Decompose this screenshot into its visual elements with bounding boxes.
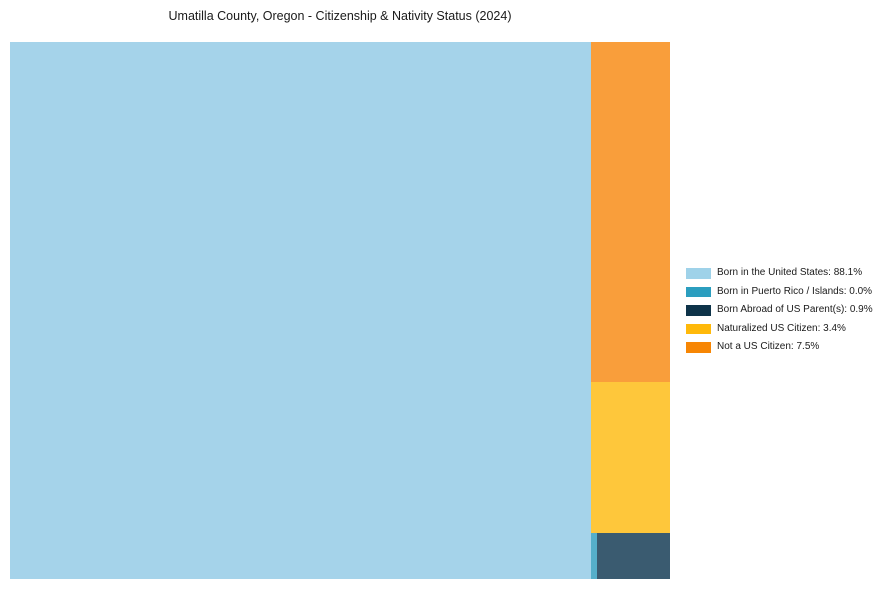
legend: Born in the United States: 88.1% Born in…: [686, 264, 873, 357]
legend-item-born-in-puerto-rico: Born in Puerto Rico / Islands: 0.0%: [686, 283, 873, 302]
treemap-plot-area: [10, 42, 670, 579]
treemap-segment-born-in-puerto-rico: [591, 533, 597, 579]
legend-label-born-in-us: Born in the United States: 88.1%: [717, 267, 863, 279]
legend-item-not-a-us-citizen: Not a US Citizen: 7.5%: [686, 338, 873, 357]
treemap-segment-born-abroad: [597, 533, 670, 579]
legend-item-born-in-us: Born in the United States: 88.1%: [686, 264, 873, 283]
legend-label-born-in-puerto-rico: Born in Puerto Rico / Islands: 0.0%: [717, 285, 873, 297]
chart-title: Umatilla County, Oregon - Citizenship & …: [168, 9, 512, 23]
legend-label-not-a-us-citizen: Not a US Citizen: 7.5%: [717, 341, 820, 353]
treemap-segment-born-in-us: [10, 42, 591, 579]
legend-swatch-born-in-us: [686, 268, 711, 279]
legend-swatch-not-a-us-citizen: [686, 342, 711, 353]
legend-label-born-abroad: Born Abroad of US Parent(s): 0.9%: [717, 304, 873, 316]
treemap-segment-naturalized-citizen: [591, 382, 670, 533]
legend-swatch-born-abroad: [686, 305, 711, 316]
legend-swatch-naturalized: [686, 323, 711, 334]
treemap-segment-not-a-us-citizen: [591, 42, 670, 382]
legend-item-naturalized: Naturalized US Citizen: 3.4%: [686, 320, 873, 339]
legend-swatch-born-in-puerto-rico: [686, 286, 711, 297]
legend-label-naturalized: Naturalized US Citizen: 3.4%: [717, 322, 846, 334]
legend-item-born-abroad: Born Abroad of US Parent(s): 0.9%: [686, 301, 873, 320]
